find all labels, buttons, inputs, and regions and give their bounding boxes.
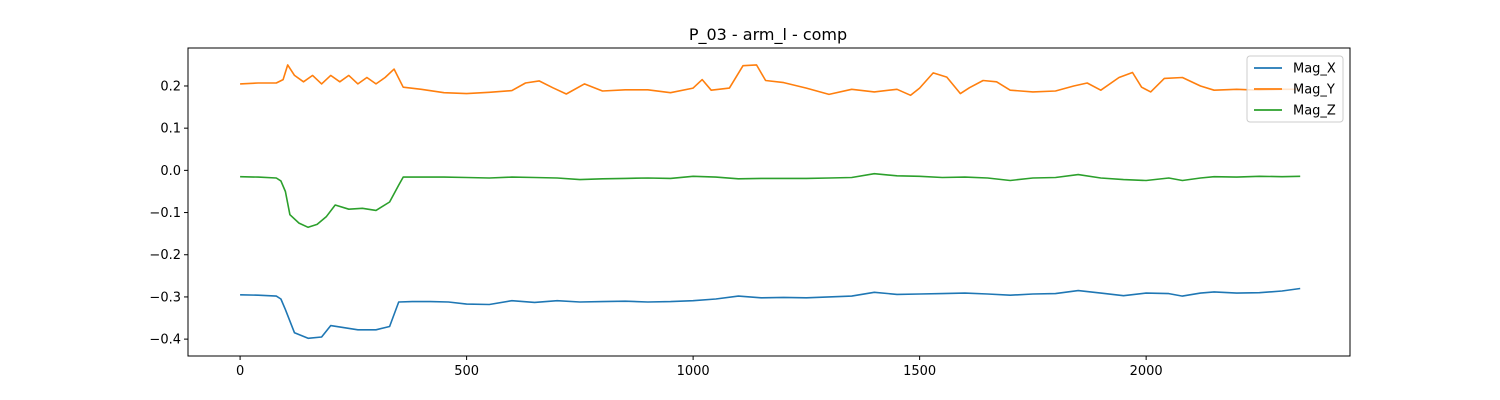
x-tick-label: 0 (236, 364, 244, 379)
x-tick-label: 500 (454, 364, 479, 379)
x-tick-label: 1000 (677, 364, 710, 379)
legend-label: Mag_Y (1293, 83, 1335, 98)
axes-layer: 0 500 1000 1500 2000 −0.4 −0.3 −0.2 −0.1 0.0 0.1 0.… (149, 79, 1162, 379)
legend-label: Mag_Z (1293, 104, 1336, 119)
legend-box (1246, 55, 1344, 123)
series-line-mag-y (240, 64, 1301, 97)
legend-items: Mag_X Mag_Y Mag_Z (1254, 62, 1336, 119)
y-tick-label: −0.4 (149, 333, 181, 348)
legend-label: Mag_X (1293, 62, 1336, 77)
y-tick-label: 0.0 (160, 164, 181, 179)
chart-title: P_03 - arm_l - comp (689, 25, 847, 45)
x-tick-label: 2000 (1130, 364, 1163, 379)
plot-frame (187, 47, 1351, 357)
series-line-mag-z (240, 172, 1301, 229)
series-layer (240, 64, 1301, 340)
x-tick-label: 1500 (903, 364, 936, 379)
legend: Mag_X Mag_Y Mag_Z (1246, 55, 1344, 123)
y-tick-label: −0.1 (149, 206, 181, 221)
y-tick-label: 0.1 (160, 122, 181, 137)
y-tick-label: −0.2 (149, 248, 181, 263)
y-tick-label: −0.3 (149, 290, 181, 305)
series-line-mag-x (240, 287, 1301, 340)
y-tick-label: 0.2 (160, 79, 181, 94)
